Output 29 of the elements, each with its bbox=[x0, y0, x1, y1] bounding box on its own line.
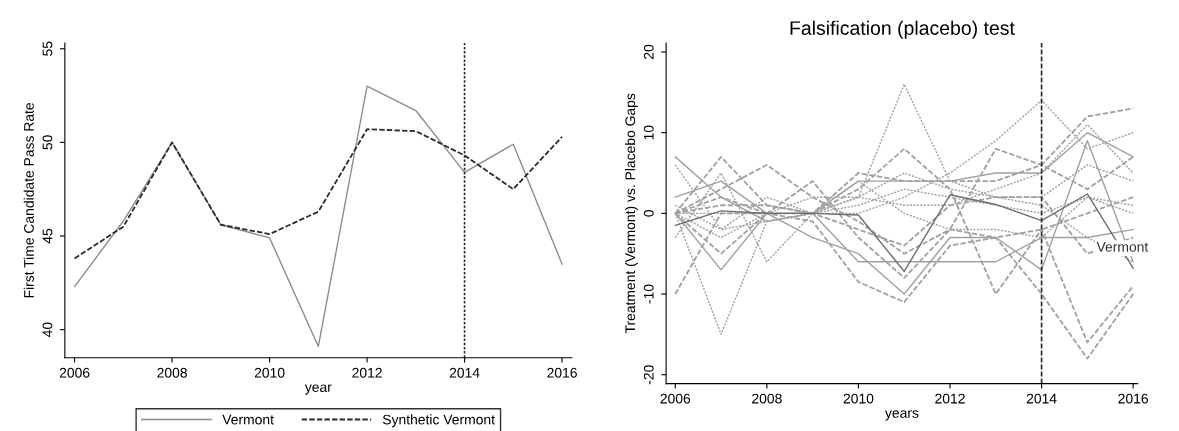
x-tick-label: 2006 bbox=[660, 393, 691, 404]
y-tick-label: 55 bbox=[42, 41, 53, 56]
y-tick-label: 50 bbox=[42, 135, 53, 150]
x-tick-label: 2012 bbox=[352, 367, 382, 378]
y-tick-label: 20 bbox=[643, 44, 654, 59]
x-tick-label: 2006 bbox=[59, 367, 90, 378]
x-axis-title: years bbox=[884, 410, 919, 421]
y-tick-label: 45 bbox=[42, 228, 53, 244]
y-axis-title: First Time Candidate Pass Rate bbox=[23, 102, 34, 298]
x-tick-label: 2010 bbox=[254, 367, 285, 378]
y-tick-label: -10 bbox=[643, 284, 654, 304]
x-tick-label: 2016 bbox=[1118, 393, 1148, 404]
y-tick-label: 40 bbox=[42, 322, 53, 338]
x-tick-label: 2008 bbox=[752, 393, 782, 404]
x-tick-label: 2014 bbox=[449, 367, 480, 378]
x-axis-title: year bbox=[304, 384, 332, 395]
x-tick-label: 2012 bbox=[935, 393, 965, 404]
y-tick-label: 10 bbox=[643, 125, 654, 140]
x-tick-label: 2014 bbox=[1026, 393, 1057, 404]
y-tick-label: -20 bbox=[643, 365, 654, 385]
annotation: Vermont bbox=[1096, 242, 1149, 252]
y-tick-label: 0 bbox=[643, 210, 654, 217]
x-tick-label: 2016 bbox=[547, 367, 577, 378]
legend-label: Synthetic Vermont bbox=[382, 414, 495, 428]
x-tick-label: 2008 bbox=[157, 367, 187, 378]
x-tick-label: 2010 bbox=[843, 393, 874, 404]
chart-title: Falsification (placebo) test bbox=[790, 20, 1015, 39]
legend-label: Vermont bbox=[222, 414, 274, 425]
y-axis-title: Treatment (Vermont) vs. Placebo Gaps bbox=[624, 93, 638, 334]
